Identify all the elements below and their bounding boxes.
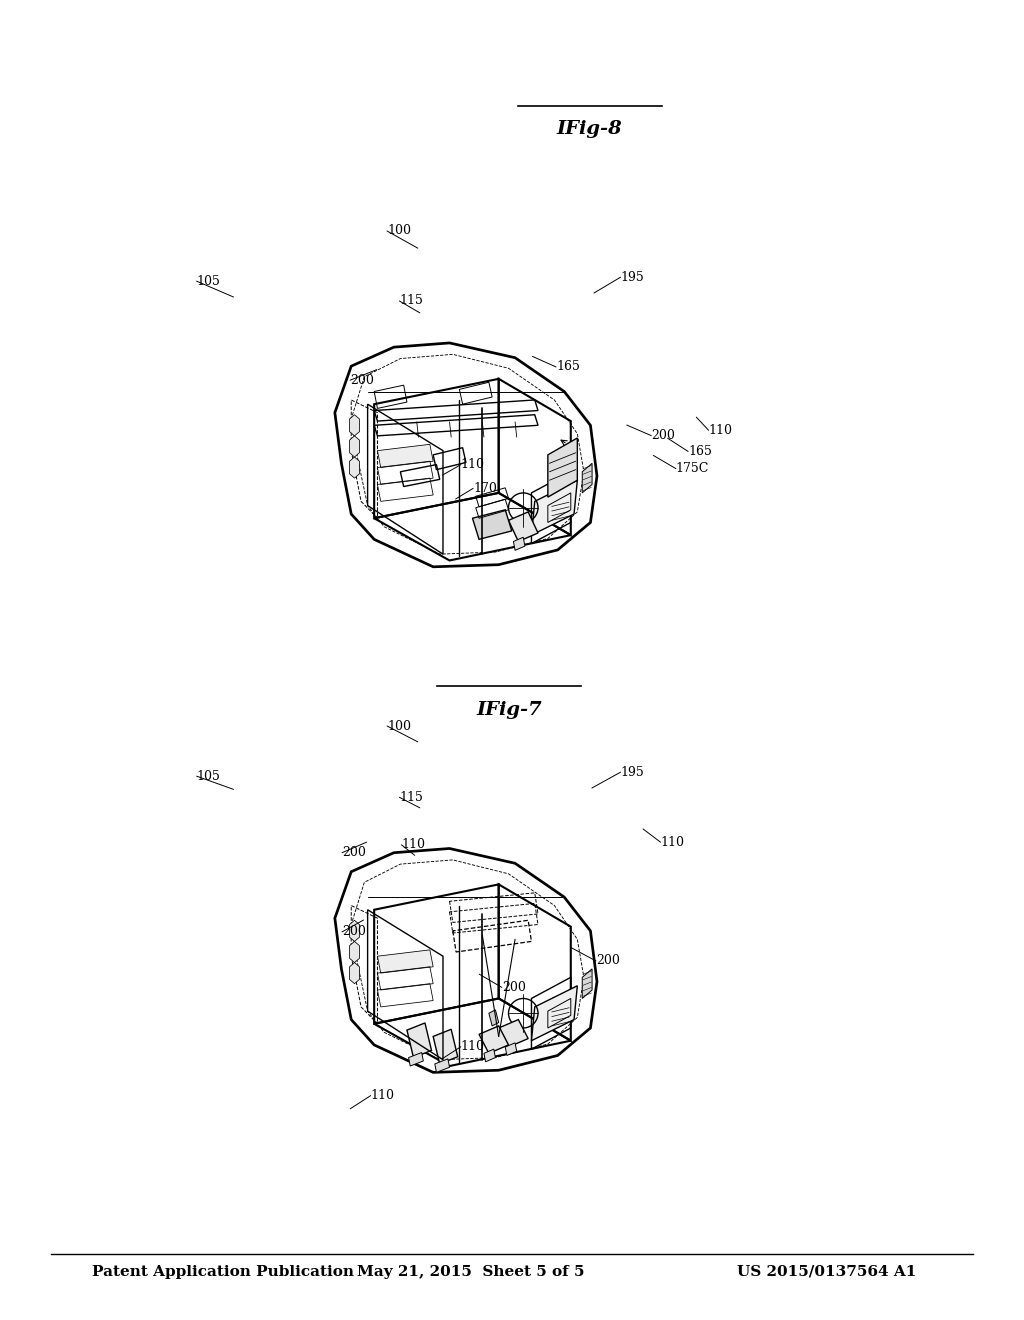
Text: 200: 200: [342, 846, 366, 859]
Text: 105: 105: [197, 770, 220, 783]
Polygon shape: [499, 1019, 528, 1047]
Text: 115: 115: [399, 791, 423, 804]
Text: 100: 100: [387, 719, 411, 733]
Polygon shape: [433, 1030, 458, 1064]
Text: IFig-8: IFig-8: [557, 120, 623, 139]
Text: 200: 200: [342, 925, 366, 939]
Polygon shape: [513, 537, 525, 550]
Text: 200: 200: [502, 981, 525, 994]
Polygon shape: [531, 986, 578, 1040]
Text: 200: 200: [350, 374, 374, 387]
Text: 110: 110: [461, 458, 484, 471]
Polygon shape: [349, 436, 359, 457]
Polygon shape: [583, 969, 592, 998]
Polygon shape: [583, 463, 592, 492]
Text: 200: 200: [651, 429, 675, 442]
Polygon shape: [488, 1010, 499, 1026]
Text: US 2015/0137564 A1: US 2015/0137564 A1: [737, 1265, 916, 1279]
Polygon shape: [509, 512, 538, 541]
Polygon shape: [349, 962, 359, 983]
Polygon shape: [472, 510, 512, 540]
Polygon shape: [349, 414, 359, 436]
Text: IFig-7: IFig-7: [476, 701, 542, 719]
Text: 165: 165: [556, 360, 580, 374]
Text: 100: 100: [387, 224, 411, 238]
Text: 175C: 175C: [676, 462, 710, 475]
Polygon shape: [479, 1026, 509, 1053]
Text: 110: 110: [660, 836, 684, 849]
Polygon shape: [378, 950, 433, 973]
Polygon shape: [349, 920, 359, 941]
Text: 200: 200: [596, 954, 620, 968]
Text: 110: 110: [461, 1040, 484, 1053]
Polygon shape: [378, 445, 433, 467]
Text: 105: 105: [197, 275, 220, 288]
Text: 110: 110: [401, 838, 425, 851]
Text: Patent Application Publication: Patent Application Publication: [92, 1265, 354, 1279]
Text: 165: 165: [688, 445, 712, 458]
Text: 115: 115: [399, 294, 423, 308]
Text: 170: 170: [473, 482, 497, 495]
Text: 195: 195: [621, 271, 644, 284]
Polygon shape: [548, 438, 578, 498]
Polygon shape: [531, 480, 578, 535]
Polygon shape: [349, 457, 359, 478]
Polygon shape: [484, 1049, 496, 1061]
Polygon shape: [349, 941, 359, 962]
Polygon shape: [505, 1043, 517, 1056]
Text: 195: 195: [621, 766, 644, 779]
Text: 110: 110: [709, 424, 732, 437]
Polygon shape: [407, 1023, 431, 1057]
Text: May 21, 2015  Sheet 5 of 5: May 21, 2015 Sheet 5 of 5: [357, 1265, 585, 1279]
Polygon shape: [409, 1052, 423, 1067]
Text: 110: 110: [371, 1089, 394, 1102]
Polygon shape: [435, 1059, 450, 1072]
